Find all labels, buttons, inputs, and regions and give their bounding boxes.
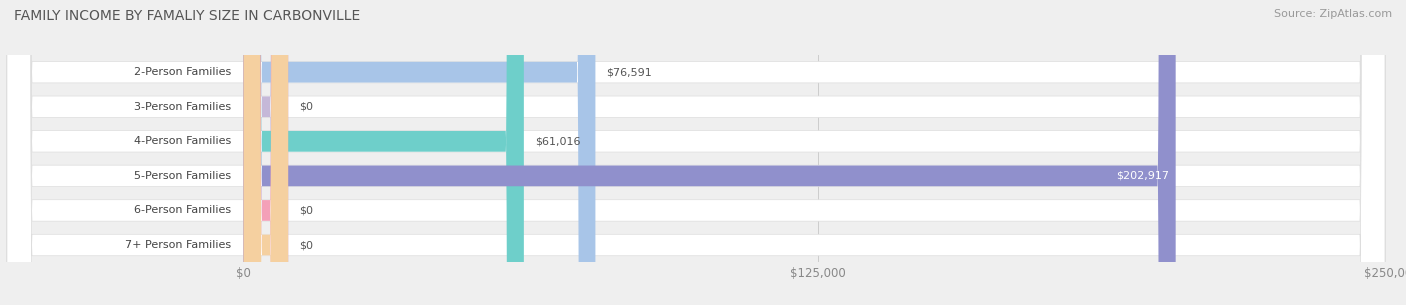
Text: 3-Person Families: 3-Person Families	[135, 102, 232, 112]
FancyBboxPatch shape	[243, 0, 288, 305]
FancyBboxPatch shape	[243, 0, 288, 305]
Text: FAMILY INCOME BY FAMALIY SIZE IN CARBONVILLE: FAMILY INCOME BY FAMALIY SIZE IN CARBONV…	[14, 9, 360, 23]
Text: $0: $0	[299, 206, 314, 215]
Text: 7+ Person Families: 7+ Person Families	[125, 240, 232, 250]
FancyBboxPatch shape	[7, 0, 1385, 305]
Text: $202,917: $202,917	[1116, 171, 1168, 181]
FancyBboxPatch shape	[7, 0, 1385, 305]
Text: 2-Person Families: 2-Person Families	[134, 67, 232, 77]
Text: $0: $0	[299, 102, 314, 112]
Text: 4-Person Families: 4-Person Families	[134, 136, 232, 146]
Text: 6-Person Families: 6-Person Families	[135, 206, 232, 215]
FancyBboxPatch shape	[243, 0, 595, 305]
Text: $61,016: $61,016	[536, 136, 581, 146]
FancyBboxPatch shape	[7, 0, 1385, 305]
FancyBboxPatch shape	[243, 0, 524, 305]
FancyBboxPatch shape	[7, 0, 1385, 305]
FancyBboxPatch shape	[7, 0, 1385, 305]
Text: $76,591: $76,591	[606, 67, 652, 77]
Text: 5-Person Families: 5-Person Families	[135, 171, 232, 181]
FancyBboxPatch shape	[243, 0, 288, 305]
FancyBboxPatch shape	[7, 0, 1385, 305]
Text: $0: $0	[299, 240, 314, 250]
Text: Source: ZipAtlas.com: Source: ZipAtlas.com	[1274, 9, 1392, 19]
FancyBboxPatch shape	[243, 0, 1175, 305]
